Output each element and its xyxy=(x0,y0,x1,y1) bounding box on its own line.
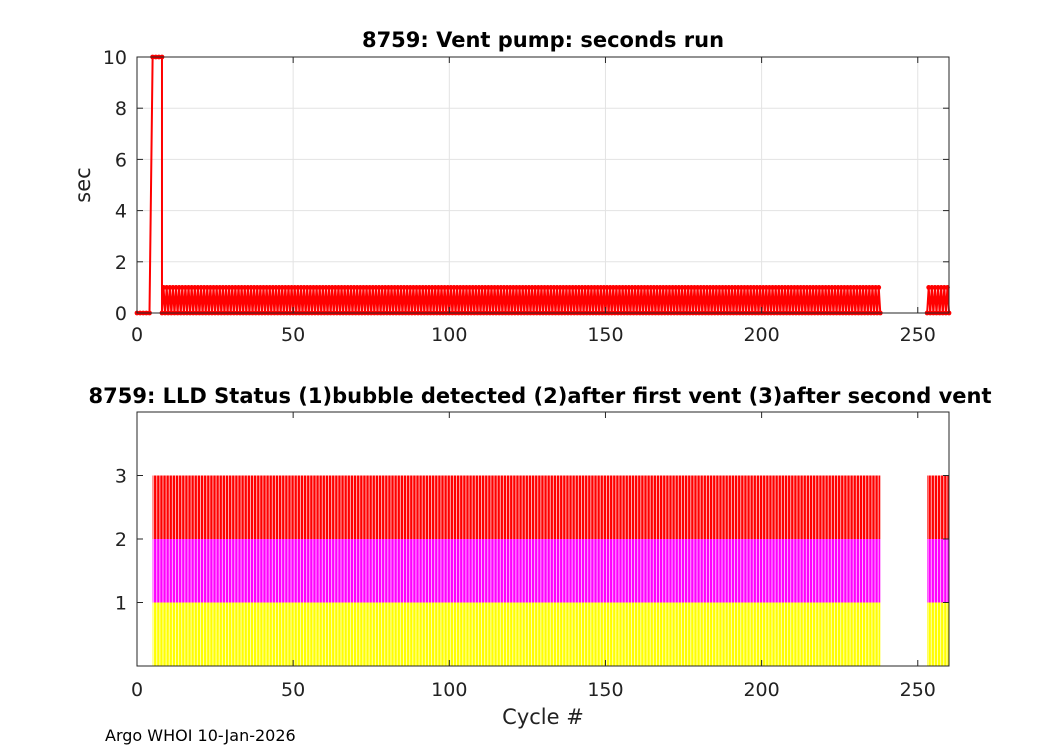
vent-pump-ytick-label: 8 xyxy=(115,98,127,120)
vent-pump-title: 8759: Vent pump: seconds run xyxy=(362,28,724,52)
lld-level-2-band xyxy=(927,539,949,603)
lld-ytick-label: 2 xyxy=(115,529,127,551)
vent-pump-ytick-label: 6 xyxy=(115,149,127,171)
vent-pump-xtick-label: 150 xyxy=(587,324,623,346)
vent-pump-point xyxy=(876,285,882,290)
lld-xtick-label: 250 xyxy=(900,679,936,701)
lld-level-1-band xyxy=(152,602,881,666)
lld-ticks: 0 50 100 150 200 250 1 2 3 xyxy=(115,412,949,701)
vent-pump-ytick-label: 0 xyxy=(115,303,127,325)
vent-pump-ylabel: sec xyxy=(71,167,95,202)
vent-pump-axes-box xyxy=(136,56,950,314)
lld-xtick-label: 150 xyxy=(587,679,623,701)
lld-xtick-label: 0 xyxy=(131,679,143,701)
lld-xtick-label: 100 xyxy=(431,679,467,701)
vent-pump-ytick-label: 4 xyxy=(115,201,127,223)
vent-pump-series xyxy=(134,54,952,316)
lld-level-3-band xyxy=(927,475,949,539)
footer-credit: Argo WHOI 10-Jan-2026 xyxy=(105,726,296,745)
vent-pump-ytick-label: 2 xyxy=(115,252,127,274)
lld-xtick-label: 200 xyxy=(743,679,779,701)
lld-xlabel: Cycle # xyxy=(502,705,584,729)
vent-pump-xtick-label: 50 xyxy=(281,324,305,346)
vent-pump-chart: 0 50 100 150 200 250 0 2 4 6 8 10 8759: Vent pump: … xyxy=(71,28,952,346)
lld-level-3-band xyxy=(152,475,881,539)
lld-title: 8759: LLD Status (1)bubble detected (2)a… xyxy=(89,384,992,408)
vent-pump-xtick-label: 0 xyxy=(131,324,143,346)
lld-ytick-label: 3 xyxy=(115,466,127,488)
lld-status-chart: 0 50 100 150 200 250 1 2 3 8759: LLD Status (1)b… xyxy=(89,384,992,729)
lld-xtick-label: 50 xyxy=(281,679,305,701)
vent-pump-line xyxy=(137,56,882,314)
lld-ytick-label: 1 xyxy=(115,593,127,615)
vent-pump-xtick-label: 250 xyxy=(900,324,936,346)
vent-pump-plot-area xyxy=(137,57,949,313)
lld-level-1-band xyxy=(927,602,949,666)
lld-level-2-band xyxy=(152,539,881,603)
lld-status-bars xyxy=(152,475,951,666)
vent-pump-xtick-label: 200 xyxy=(743,324,779,346)
vent-pump-ytick-label: 10 xyxy=(103,47,127,69)
vent-pump-xtick-label: 100 xyxy=(431,324,467,346)
vent-pump-ticks: 0 50 100 150 200 250 0 2 4 6 8 10 xyxy=(103,47,949,346)
